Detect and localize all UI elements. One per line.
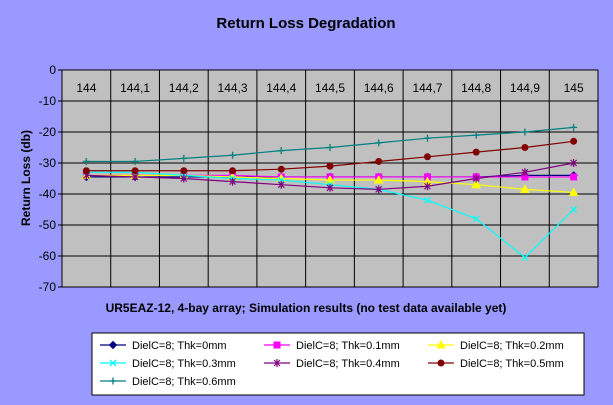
data-point <box>570 173 578 181</box>
data-point <box>472 131 480 139</box>
x-tick-label: 144,9 <box>510 81 540 95</box>
legend-entry: DielC=8; Thk=0.2mm <box>428 339 564 352</box>
data-point <box>82 157 90 165</box>
legend-entry: DielC=8; Thk=0.1mm <box>264 340 400 352</box>
legend-label: DielC=8; Thk=0mm <box>132 340 227 352</box>
data-point <box>375 139 383 147</box>
data-point <box>521 168 529 177</box>
legend-label: DielC=8; Thk=0.6mm <box>132 376 236 388</box>
y-tick-label: -60 <box>39 249 57 263</box>
legend-box <box>91 332 585 396</box>
data-point <box>108 340 118 350</box>
legend-label: DielC=8; Thk=0.4mm <box>296 358 400 370</box>
x-tick-label: 144 <box>76 81 96 95</box>
data-point <box>373 175 384 184</box>
legend-label: DielC=8; Thk=0.3mm <box>132 358 236 370</box>
data-point <box>326 144 334 151</box>
x-tick-label: 144,2 <box>169 81 199 95</box>
series-7 <box>82 123 578 165</box>
data-point <box>423 134 431 142</box>
data-point <box>472 148 480 156</box>
x-tick-label: 144,6 <box>364 81 394 95</box>
data-point <box>471 179 482 189</box>
data-point <box>277 180 285 189</box>
x-axis-label: UR5EAZ-12, 4-bay array; Simulation resul… <box>106 301 507 315</box>
y-axis-label: Return Loss (db) <box>19 130 33 226</box>
data-point <box>180 154 188 162</box>
data-point <box>375 185 383 194</box>
data-point <box>520 184 530 193</box>
data-point <box>423 196 431 204</box>
legend-entry: DielC=8; Thk=0.4mm <box>264 358 400 370</box>
data-point <box>521 128 529 136</box>
x-tick-label: 144,1 <box>120 81 150 95</box>
plot-area: 0 -10 -20 -30 -40 -50 -60 -70 144 144,1 144,2 144,3… <box>39 63 599 294</box>
data-point <box>229 177 236 186</box>
data-point <box>326 183 334 192</box>
data-point <box>277 147 285 155</box>
x-tick-label: 144,7 <box>412 81 442 95</box>
data-point <box>229 167 237 175</box>
x-tick-label: 144,5 <box>315 81 345 95</box>
x-tick-label: 144,3 <box>218 81 248 95</box>
x-tick-label: 145 <box>564 81 584 95</box>
chart-title: Return Loss Degradation <box>216 15 395 32</box>
data-point <box>472 215 480 223</box>
data-point <box>568 187 579 196</box>
data-point <box>131 172 139 181</box>
data-point <box>109 377 117 385</box>
data-point <box>570 159 578 167</box>
data-point <box>109 359 117 367</box>
data-point <box>273 359 281 367</box>
data-point <box>472 174 480 183</box>
y-tick-label: -70 <box>39 280 57 294</box>
data-point <box>375 157 383 165</box>
data-point <box>82 167 90 175</box>
legend-label: DielC=8; Thk=0.5mm <box>460 358 564 370</box>
data-point <box>437 359 445 367</box>
x-tick-label: 144,4 <box>266 81 296 95</box>
data-point <box>570 137 578 145</box>
y-tick-label: -10 <box>39 94 57 108</box>
legend-label: DielC=8; Thk=0.1mm <box>296 340 400 352</box>
legend-entry: DielC=8; Thk=0.6mm <box>100 376 236 388</box>
y-tick-label: 0 <box>49 63 56 77</box>
data-point <box>570 123 578 131</box>
series-5 <box>82 159 578 194</box>
data-point <box>325 175 335 184</box>
y-tick-label: -30 <box>39 156 57 170</box>
data-point <box>180 174 188 183</box>
y-tick-label: -40 <box>39 187 57 201</box>
data-point <box>521 254 529 262</box>
data-point <box>131 167 139 175</box>
data-point <box>273 341 281 349</box>
legend: DielC=8; Thk=0mm DielC=8; Thk=0.1mm DielC=… <box>91 332 585 396</box>
data-point <box>570 206 578 213</box>
data-point <box>424 182 431 191</box>
y-tick-label: -20 <box>39 125 57 139</box>
data-point <box>436 339 446 349</box>
data-point <box>277 165 285 173</box>
legend-entry: DielC=8; Thk=0.3mm <box>100 358 236 370</box>
x-tick-label: 144,8 <box>461 81 491 95</box>
data-point <box>180 167 188 175</box>
data-point <box>131 157 139 165</box>
data-point <box>423 153 431 161</box>
data-point <box>229 151 237 159</box>
series-6 <box>82 137 578 175</box>
y-tick-label: -50 <box>39 218 57 232</box>
legend-label: DielC=8; Thk=0.2mm <box>460 340 564 352</box>
legend-entry: DielC=8; Thk=0.5mm <box>428 358 564 370</box>
data-point <box>326 162 334 170</box>
legend-entry: DielC=8; Thk=0mm <box>100 340 227 352</box>
data-point <box>521 144 529 151</box>
